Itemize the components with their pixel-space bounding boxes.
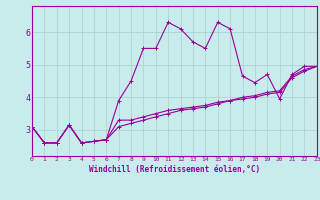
X-axis label: Windchill (Refroidissement éolien,°C): Windchill (Refroidissement éolien,°C) [89,165,260,174]
